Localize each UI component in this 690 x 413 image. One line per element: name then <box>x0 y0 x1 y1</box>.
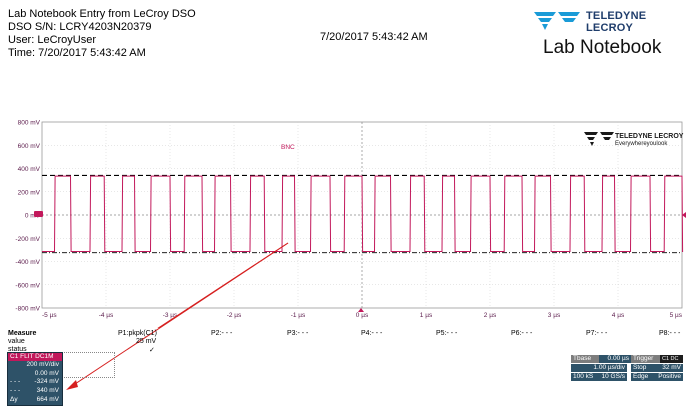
measure-table: Measure value status P1:pkpk(C1) 25 mV ✓… <box>8 330 690 358</box>
measure-p2[interactable]: P2:- - - <box>211 330 233 337</box>
trigger-badge: C1 DC <box>660 355 683 363</box>
y-tick-label: 0 mV <box>25 213 41 220</box>
sample-rate: 10 GS/s <box>597 373 627 381</box>
tbase-value: 0.00 µs <box>599 355 631 363</box>
c1-cursor2-value: 340 mV <box>36 387 59 395</box>
lab-notebook-title: Lab Notebook <box>543 37 662 58</box>
measure-p3[interactable]: P3:- - - <box>287 330 309 337</box>
x-tick-label: -3 µs <box>163 312 178 319</box>
logo-company-name: TELEDYNE LECROY <box>586 10 647 34</box>
measure-p7[interactable]: P7:- - - <box>586 330 608 337</box>
scope-logo-company: TELEDYNE LECROY <box>615 133 684 140</box>
teledyne-logo-icon <box>534 12 580 30</box>
timebase-div: 1.00 µs/div <box>571 364 627 372</box>
y-axis-labels: 800 mV 600 mV 400 mV 200 mV 0 mV -200 mV -400 … <box>15 120 40 313</box>
x-tick-label: 1 µs <box>420 312 433 319</box>
measure-label: Measure <box>8 330 37 337</box>
measure-p1-name[interactable]: P1:pkpk(C1) <box>118 330 157 337</box>
trigger-mode: Stop <box>631 364 653 372</box>
measure-row-status: status <box>8 346 27 353</box>
measure-p1-value: 25 mV <box>136 338 157 345</box>
user-line: User: LeCroyUser <box>8 34 97 46</box>
tbase-label: Tbase <box>571 355 599 363</box>
measure-row-value: value <box>8 338 25 345</box>
x-tick-label: -2 µs <box>227 312 242 319</box>
c1-delta-label: Δy <box>10 395 18 403</box>
y-tick-label: 200 mV <box>18 189 41 196</box>
sample-count: 100 kS <box>571 373 597 381</box>
trigger-slope: Positive <box>651 373 683 381</box>
y-tick-label: -400 mV <box>15 259 40 266</box>
c1-descriptor-outline <box>61 352 115 378</box>
y-tick-label: -800 mV <box>15 306 40 313</box>
x-tick-label: 4 µs <box>612 312 625 319</box>
trigger-level: 32 mV <box>651 364 683 372</box>
measure-p5[interactable]: P5:- - - <box>436 330 458 337</box>
measure-p4[interactable]: P4:- - - <box>361 330 383 337</box>
y-tick-label: 800 mV <box>18 120 41 127</box>
scope-logo: TELEDYNE LECROY Everywhereyoulook <box>584 132 684 147</box>
measure-p1-status: ✓ <box>149 347 155 354</box>
measure-p8[interactable]: P8:- - - <box>659 330 681 337</box>
c1-cursor2-marker: - - - <box>10 387 21 395</box>
time-line: Time: 7/20/2017 5:43:42 AM <box>8 47 146 59</box>
c1-descriptor-box[interactable]: C1 FLIT DC1M 200 mV/div 0.00 mV - - - -32… <box>7 352 63 406</box>
c1-cursor1-value: -324 mV <box>34 378 59 386</box>
notebook-title: Lab Notebook Entry from LeCroy DSO <box>8 8 196 20</box>
x-tick-label: 0 µs <box>356 312 369 319</box>
x-tick-label: 2 µs <box>484 312 497 319</box>
c1-delta-value: 664 mV <box>36 395 59 403</box>
bnc-label: BNC <box>281 144 295 151</box>
x-tick-label: 3 µs <box>548 312 561 319</box>
y-tick-label: 600 mV <box>18 143 41 150</box>
x-axis-labels: -5 µs -4 µs -3 µs -2 µs -1 µs 0 µs 1 µs 2 µs 3 µ… <box>42 312 683 319</box>
y-tick-label: 400 mV <box>18 166 41 173</box>
c1-header: C1 FLIT DC1M <box>8 353 62 361</box>
measure-p6[interactable]: P6:- - - <box>511 330 533 337</box>
channel-1-trace <box>42 175 684 252</box>
c1-vdiv: 200 mV/div <box>26 361 59 368</box>
c1-cursor1-marker: - - - <box>10 378 21 386</box>
arrow-head-icon <box>66 380 78 390</box>
x-tick-label: -4 µs <box>99 312 114 319</box>
scope-logo-tagline: Everywhereyoulook <box>615 141 668 147</box>
trigger-position-marker <box>358 308 364 312</box>
c1-offset: 0.00 mV <box>34 369 59 377</box>
trigger-label: Trigger <box>631 355 661 363</box>
x-tick-label: -1 µs <box>291 312 306 319</box>
y-tick-label: -200 mV <box>15 236 40 243</box>
x-tick-label: -5 µs <box>42 312 57 319</box>
x-tick-label: 5 µs <box>670 312 683 319</box>
timebase-trigger-box[interactable]: Tbase 0.00 µs Trigger C1 DC 1.00 µs/div … <box>571 355 683 381</box>
trigger-level-marker[interactable] <box>682 212 686 218</box>
serial-number: DSO S/N: LCRY4203N20379 <box>8 21 152 33</box>
y-tick-label: -600 mV <box>15 282 40 289</box>
trigger-type: Edge <box>631 373 653 381</box>
scope-display: 800 mV 600 mV 400 mV 200 mV 0 mV -200 mV -400 … <box>15 120 686 328</box>
timestamp: 7/20/2017 5:43:42 AM <box>320 31 428 43</box>
channel-1-ground-marker[interactable] <box>34 211 43 217</box>
